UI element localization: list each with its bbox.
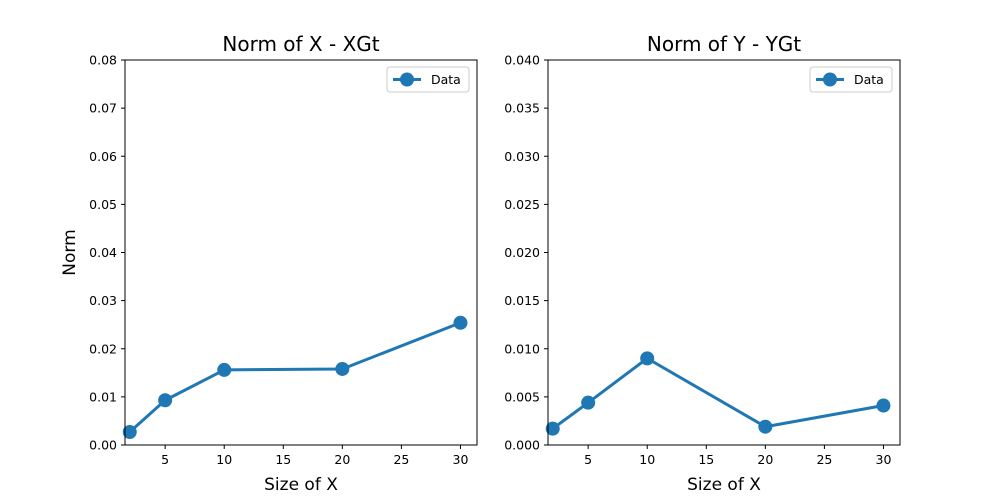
x-tick-label: 30 [876,452,892,467]
y-tick-label: 0.035 [504,101,540,116]
y-tick-label: 0.015 [504,293,540,308]
x-axis-label: Size of X [264,475,338,495]
legend-label: Data [854,72,884,87]
x-axis-label: Size of X [687,475,761,495]
y-tick-label: 0.005 [504,389,540,404]
plot-frame [547,59,901,446]
y-tick-label: 0.030 [504,149,540,164]
y-tick-label: 0.04 [89,245,117,260]
data-point [758,419,773,434]
y-tick-label: 0.01 [89,389,117,404]
y-tick-label: 0.02 [89,341,117,356]
y-tick-label: 0.000 [504,438,540,453]
y-tick-label: 0.08 [89,53,117,68]
chart-panel-2: 5 10 15 20 25 30 0.000 0.005 0.010 0.015 0.020 0.02… [504,32,901,495]
data-point [581,395,596,410]
series-line-1 [128,321,462,434]
data-point [640,351,655,366]
y-tick-label: 0.06 [89,149,117,164]
legend-marker [400,72,414,87]
x-tick-label: 20 [757,452,773,467]
x-tick-label: 5 [161,452,169,467]
series-line-1 [551,356,885,431]
y-axis-label: Norm [60,229,80,275]
x-tick-label: 15 [698,452,714,467]
x-tick-label: 5 [584,452,592,467]
chart-title: Norm of Y - YGt [647,32,801,56]
y-tick-label: 0.03 [89,293,117,308]
legend: Data [809,66,893,93]
data-point [217,362,232,377]
y-tick-label: 0.040 [504,53,540,68]
y-tick-label: 0.00 [89,438,117,453]
y-tick-label: 0.05 [89,197,117,212]
data-point [335,361,350,376]
x-tick-label: 15 [275,452,291,467]
x-tick-label: 10 [216,452,232,467]
x-tick-label: 20 [334,452,350,467]
data-point [158,393,173,408]
x-tick-label: 25 [393,452,409,467]
chart-panel-1: 5 10 15 20 25 30 0.00 0.01 0.02 0.03 0.04 0.05 0.06 0… [60,32,478,495]
x-tick-label: 10 [639,452,655,467]
y-tick-label: 0.07 [89,101,117,116]
y-tick-label: 0.025 [504,197,540,212]
x-tick-label: 25 [816,452,832,467]
y-tick-label: 0.020 [504,245,540,260]
y-tick-label: 0.010 [504,341,540,356]
legend-label: Data [431,72,461,87]
plot-frame [124,59,478,446]
chart-title: Norm of X - XGt [222,32,379,56]
x-tick-label: 30 [453,452,469,467]
data-point [453,315,468,330]
data-point [122,425,137,440]
legend: Data [386,66,470,93]
legend-marker [823,72,837,87]
data-point [545,421,560,436]
data-point [876,398,891,413]
